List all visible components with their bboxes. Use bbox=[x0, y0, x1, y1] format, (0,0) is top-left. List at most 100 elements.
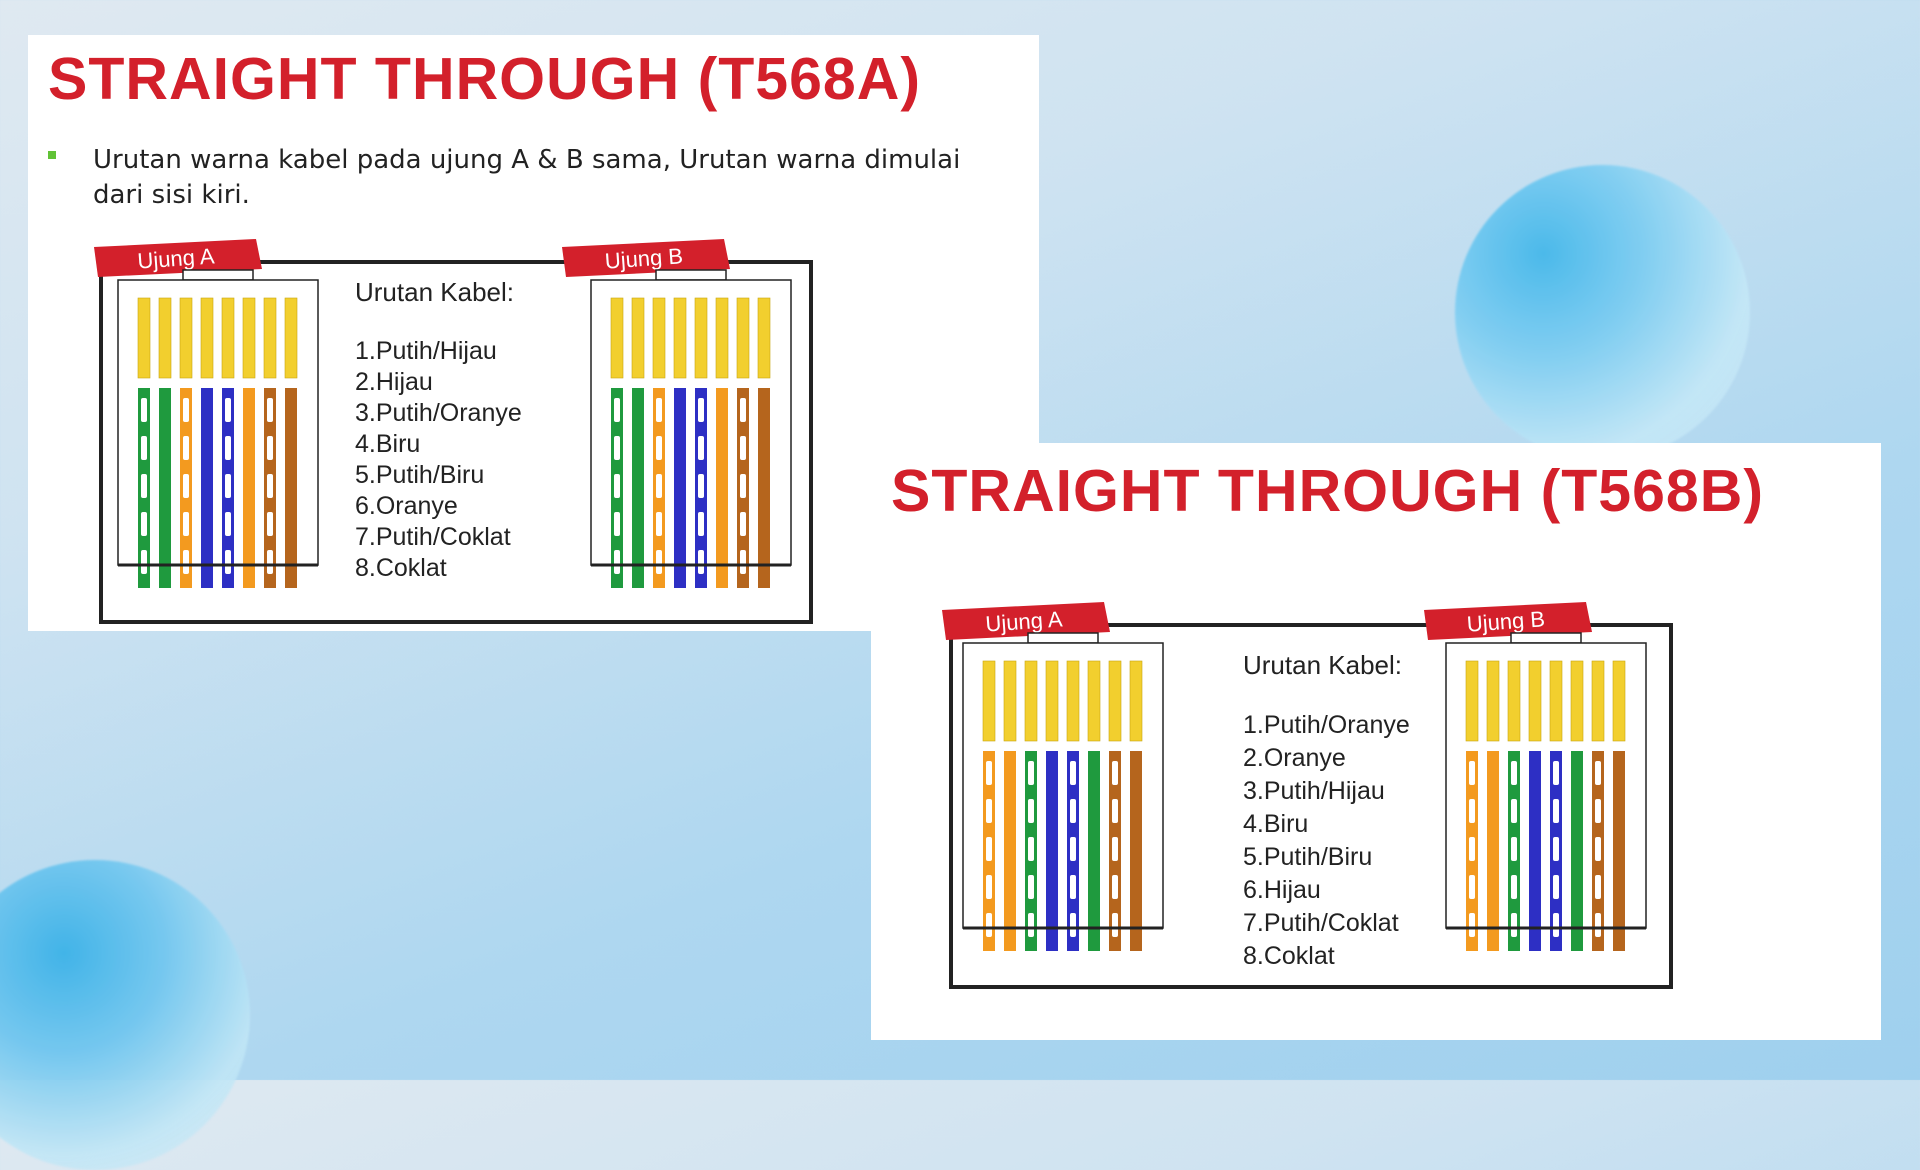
wire-stripe bbox=[225, 436, 231, 460]
cable-item: 3.Putih/Hijau bbox=[1243, 777, 1385, 805]
connector-ujung-b bbox=[1445, 632, 1647, 951]
wire-stripe bbox=[141, 436, 147, 460]
wire-stripe bbox=[740, 474, 746, 498]
pin-contact bbox=[158, 297, 172, 379]
wire-stripe bbox=[740, 550, 746, 574]
wire-stripe bbox=[141, 398, 147, 422]
ujung-b-tag: Ujung B bbox=[1424, 602, 1592, 640]
pin-contact bbox=[652, 297, 666, 379]
connector-body bbox=[962, 642, 1164, 929]
wire-stripe bbox=[183, 398, 189, 422]
wire-6 bbox=[243, 388, 255, 588]
wire-8 bbox=[758, 388, 770, 588]
cable-order-list: Urutan Kabel: 1.Putih/Hijau 2.Hijau 3.Pu… bbox=[355, 277, 522, 584]
pin-contact bbox=[610, 297, 624, 379]
wire-2 bbox=[1487, 751, 1499, 951]
cable-item: 8.Coklat bbox=[1243, 942, 1335, 970]
pin-contact bbox=[263, 297, 277, 379]
wire-stripe bbox=[225, 398, 231, 422]
pin-contact bbox=[1486, 660, 1500, 742]
cable-item: 5.Putih/Biru bbox=[1243, 843, 1373, 871]
pin-contact bbox=[284, 297, 298, 379]
cable-order-list: Urutan Kabel: 1.Putih/Oranye 2.Oranye 3.… bbox=[1243, 650, 1410, 973]
wire-stripe bbox=[1070, 761, 1076, 785]
pin-contact bbox=[1087, 660, 1101, 742]
wire-stripe bbox=[614, 512, 620, 536]
wire-stripe bbox=[225, 550, 231, 574]
wire-stripe bbox=[1028, 761, 1034, 785]
cable-item: 4.Biru bbox=[355, 430, 421, 458]
pin-contact bbox=[1507, 660, 1521, 742]
wire-8 bbox=[1613, 751, 1625, 951]
pin-contact bbox=[982, 660, 996, 742]
pin-contact bbox=[736, 297, 750, 379]
wire-stripe bbox=[1595, 799, 1601, 823]
diagram-frame-t568a: Ujung A Ujung B bbox=[94, 239, 813, 624]
slide-title-t568a: STRAIGHT THROUGH (T568A) bbox=[48, 46, 921, 112]
wire-stripe bbox=[267, 550, 273, 574]
diagram-t568b: Ujung A Ujung B Urutan Kabel: 1.Putih/Or… bbox=[906, 588, 1676, 998]
wire-stripe bbox=[267, 474, 273, 498]
wire-stripe bbox=[1553, 761, 1559, 785]
wire-stripe bbox=[183, 436, 189, 460]
pin-contact bbox=[673, 297, 687, 379]
ujung-a-label: Ujung A bbox=[985, 606, 1064, 636]
wire-stripe bbox=[1553, 799, 1559, 823]
diagram-frame-t568b: Ujung A Ujung B bbox=[942, 602, 1673, 989]
wire-stripe bbox=[1112, 837, 1118, 861]
connector-body bbox=[590, 279, 792, 566]
decorative-bubble-left bbox=[0, 860, 250, 1170]
pin-contact bbox=[1591, 660, 1605, 742]
wire-2 bbox=[1004, 751, 1016, 951]
wire-stripe bbox=[698, 550, 704, 574]
pin-contact bbox=[1024, 660, 1038, 742]
wire-6 bbox=[1088, 751, 1100, 951]
cable-item: 7.Putih/Coklat bbox=[355, 523, 511, 551]
ujung-a-tag: Ujung A bbox=[94, 239, 262, 277]
pin-contact bbox=[1549, 660, 1563, 742]
wire-stripe bbox=[656, 474, 662, 498]
wire-6 bbox=[716, 388, 728, 588]
connector-ujung-a bbox=[117, 269, 319, 588]
wire-stripe bbox=[225, 474, 231, 498]
connector-tab bbox=[1027, 632, 1099, 644]
wire-stripe bbox=[1511, 875, 1517, 899]
cable-item: 4.Biru bbox=[1243, 810, 1309, 838]
wire-stripe bbox=[614, 474, 620, 498]
wire-4 bbox=[1529, 751, 1541, 951]
panel-t568a: STRAIGHT THROUGH (T568A) Urutan warna ka… bbox=[28, 35, 1039, 631]
wire-stripe bbox=[183, 550, 189, 574]
wire-stripe bbox=[1028, 799, 1034, 823]
wire-stripe bbox=[1112, 913, 1118, 937]
cable-item: 8.Coklat bbox=[355, 554, 447, 582]
wire-stripe bbox=[1112, 761, 1118, 785]
wire-stripe bbox=[1595, 837, 1601, 861]
wire-stripe bbox=[986, 799, 992, 823]
ujung-a-label: Ujung A bbox=[137, 243, 216, 273]
wire-4 bbox=[1046, 751, 1058, 951]
wire-stripe bbox=[141, 474, 147, 498]
ujung-a-tag: Ujung A bbox=[942, 602, 1110, 640]
connector-ujung-a bbox=[962, 632, 1164, 951]
pin-contact bbox=[1045, 660, 1059, 742]
wire-stripe bbox=[183, 474, 189, 498]
wire-stripe bbox=[1595, 875, 1601, 899]
wire-stripe bbox=[1595, 761, 1601, 785]
wire-stripe bbox=[740, 436, 746, 460]
pin-contact bbox=[1465, 660, 1479, 742]
wire-stripe bbox=[740, 398, 746, 422]
wire-stripe bbox=[614, 550, 620, 574]
wire-stripe bbox=[1028, 913, 1034, 937]
pin-contact bbox=[242, 297, 256, 379]
wire-stripe bbox=[1553, 837, 1559, 861]
wire-stripe bbox=[225, 512, 231, 536]
wire-stripe bbox=[1469, 913, 1475, 937]
pin-contact bbox=[757, 297, 771, 379]
wire-stripe bbox=[698, 436, 704, 460]
connector-tab bbox=[655, 269, 727, 281]
wire-stripe bbox=[1469, 761, 1475, 785]
wire-stripe bbox=[1511, 837, 1517, 861]
wire-stripe bbox=[698, 474, 704, 498]
pin-contact bbox=[1570, 660, 1584, 742]
cable-item: 2.Oranye bbox=[1243, 744, 1346, 772]
